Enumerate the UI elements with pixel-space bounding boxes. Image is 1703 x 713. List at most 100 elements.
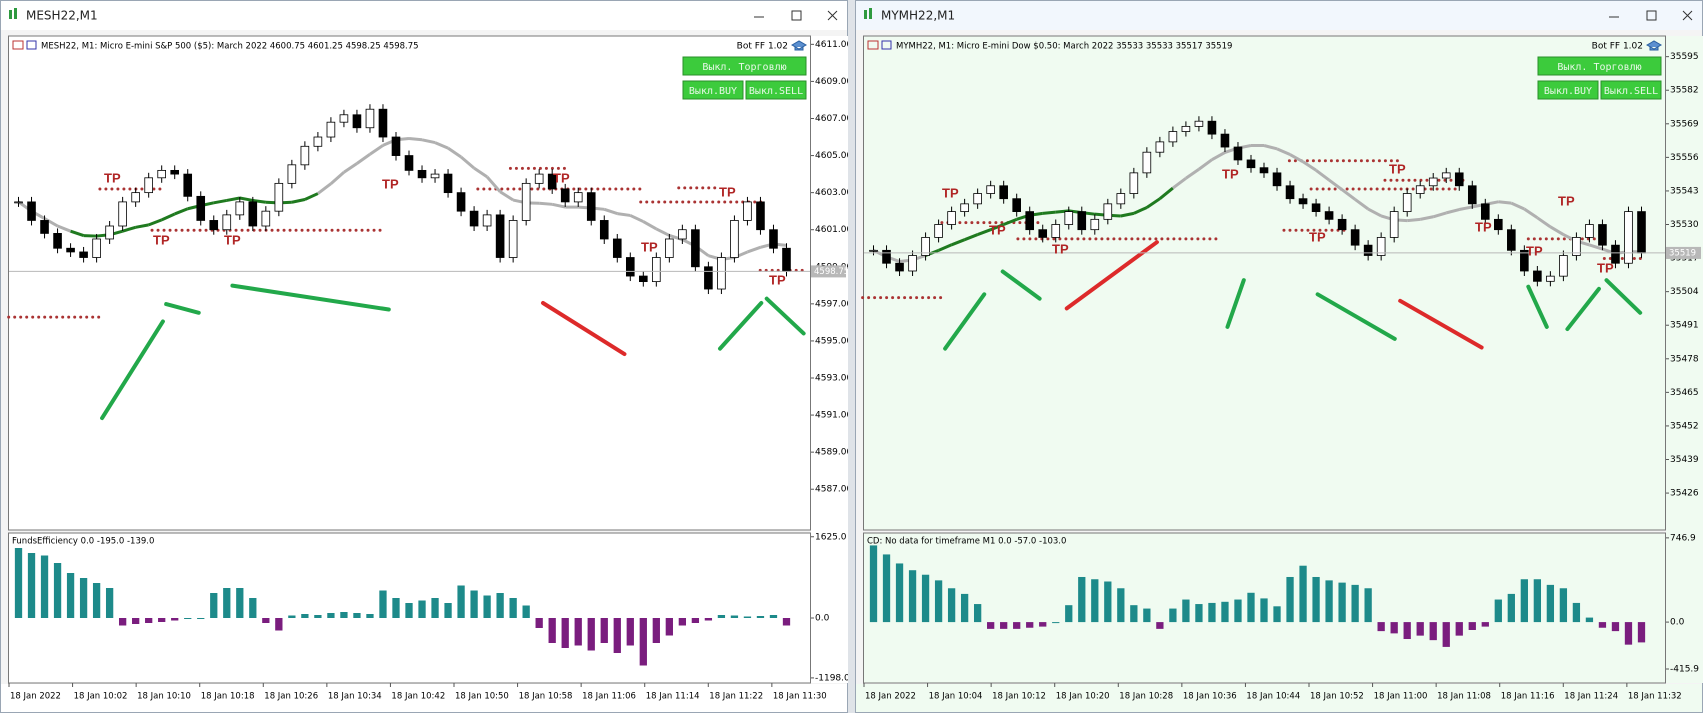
candle-body	[1025, 211, 1035, 231]
histogram-bar	[1507, 593, 1515, 623]
x-tick-label: 18 Jan 10:02	[74, 692, 128, 702]
candle-body	[1246, 159, 1256, 169]
toggle-button[interactable]	[1600, 80, 1662, 100]
maximize-button[interactable]	[791, 10, 802, 21]
toggle-button[interactable]	[745, 80, 807, 100]
y-tick-label: 35465	[1670, 388, 1699, 398]
x-tick-label: 18 Jan 10:28	[1119, 692, 1173, 702]
moving-average	[1445, 208, 1460, 215]
toggle-button-label[interactable]: Выкл.SELL	[749, 86, 803, 97]
toggle-button[interactable]	[682, 80, 744, 100]
candle-body	[313, 136, 323, 147]
histogram-bar	[1091, 579, 1099, 623]
candle-body	[782, 247, 791, 272]
toggle-button[interactable]	[1537, 80, 1599, 100]
bot-label: Bot FF 1.02	[1592, 42, 1643, 52]
candle-body	[131, 192, 140, 203]
histogram-bar	[288, 615, 296, 618]
moving-average	[1315, 169, 1330, 182]
trend-line	[541, 300, 627, 357]
candle-body	[895, 262, 904, 272]
candle-body	[1441, 172, 1451, 179]
histogram-bar	[1065, 605, 1073, 623]
histogram-bar	[1273, 606, 1281, 623]
trend-line	[1604, 278, 1643, 315]
histogram-bar	[262, 618, 270, 623]
y-tick-label: 4601.00	[815, 225, 848, 235]
histogram-bar	[1182, 599, 1190, 623]
candle-body	[1168, 131, 1178, 143]
close-button[interactable]	[827, 10, 838, 21]
histogram-bar	[730, 615, 739, 618]
maximize-button[interactable]	[1646, 10, 1657, 21]
moving-average	[473, 166, 488, 179]
histogram-bar	[626, 618, 634, 646]
x-tick-label: 18 Jan 10:18	[201, 692, 255, 702]
time-axis-area	[1, 684, 847, 712]
toggle-button[interactable]	[1537, 56, 1662, 76]
x-tick-label: 18 Jan 11:32	[1628, 692, 1682, 702]
moving-average	[1198, 158, 1213, 171]
histogram-bar	[1390, 622, 1398, 634]
histogram-bar	[1195, 604, 1203, 623]
moving-average	[1328, 178, 1343, 191]
y-tick-label: 4589.00	[815, 448, 848, 458]
histogram-bar	[756, 616, 765, 618]
histogram-bar	[1611, 622, 1620, 632]
tp-annotation: TP	[1597, 260, 1614, 275]
histogram-bar	[27, 553, 36, 618]
y-tick-label: 35530	[1670, 220, 1699, 230]
toggle-button[interactable]	[682, 56, 807, 76]
y-tick-label: 4611.00	[815, 40, 848, 50]
toggle-button-label[interactable]: Выкл.BUY	[689, 86, 737, 97]
moving-average	[1458, 205, 1473, 212]
bot-icon	[1645, 40, 1663, 51]
chart-window: MESH22,M1 MESH22, M1: Micro E-mini S&P 50…	[0, 0, 848, 713]
moving-average	[977, 228, 992, 236]
toggle-button-label[interactable]: Выкл.BUY	[1544, 86, 1592, 97]
candle-body	[430, 173, 440, 179]
candle-body	[1415, 185, 1425, 194]
candle-body	[391, 136, 401, 156]
toggle-button-label[interactable]: Выкл. Торговлю	[1557, 62, 1641, 73]
tp-annotation: TP	[104, 170, 121, 185]
close-button[interactable]	[1682, 10, 1693, 21]
tp-annotation: TP	[942, 185, 959, 200]
candle-body	[1012, 198, 1021, 212]
moving-average	[1146, 197, 1161, 209]
histogram-bar	[353, 613, 361, 618]
histogram-bar	[1312, 576, 1320, 623]
bot-label: Bot FF 1.02	[737, 42, 788, 52]
candle-body	[92, 238, 101, 258]
histogram-bar	[561, 618, 569, 648]
x-tick-label: 18 Jan 11:08	[1437, 692, 1491, 702]
moving-average	[1588, 243, 1603, 251]
bot-icon	[790, 40, 808, 51]
histogram-bar	[66, 573, 75, 618]
candle-body	[300, 145, 310, 166]
window-icon	[869, 8, 872, 19]
candle-body	[882, 249, 891, 264]
y-tick-label: -415.9	[1670, 665, 1699, 675]
histogram-bar	[1559, 588, 1568, 623]
toggle-button-label[interactable]: Выкл. Торговлю	[702, 62, 786, 73]
moving-average	[57, 224, 72, 233]
moving-average	[1536, 216, 1552, 229]
window-title: MESH22,M1	[26, 9, 98, 23]
x-tick-label: 18 Jan 10:52	[1310, 692, 1364, 702]
histogram-bar	[1468, 622, 1476, 630]
toggle-button-label[interactable]: Выкл.SELL	[1604, 86, 1658, 97]
chart-header: MESH22, M1: Micro E-mini S&P 500 ($5): M…	[41, 42, 419, 52]
histogram-bar	[691, 618, 700, 623]
moving-average	[1367, 207, 1382, 218]
histogram-bar	[14, 548, 23, 618]
moving-average	[239, 196, 254, 202]
last-price-label: 4598.75	[814, 267, 848, 277]
moving-average	[161, 212, 176, 222]
tp-annotation: TP	[1052, 241, 1069, 256]
candle-body	[1090, 218, 1100, 231]
header-icon	[26, 40, 37, 50]
candle-body	[235, 201, 245, 216]
candle-body	[1376, 237, 1386, 256]
